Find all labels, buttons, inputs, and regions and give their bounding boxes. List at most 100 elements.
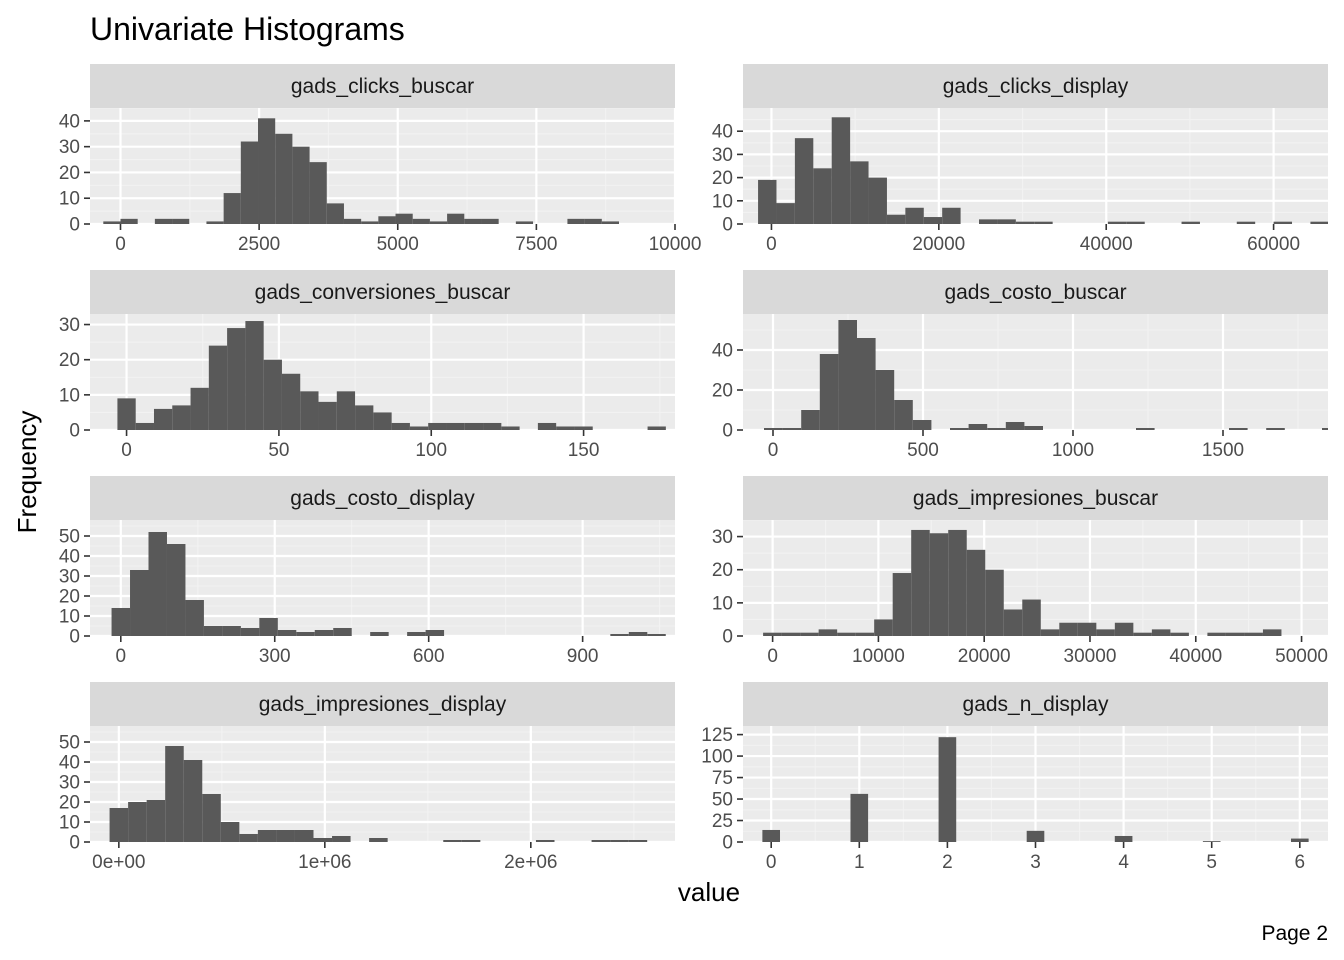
- histogram-bar: [294, 830, 314, 842]
- x-tick-label: 0: [767, 646, 778, 667]
- histogram-bar: [801, 410, 820, 430]
- histogram-bar: [240, 628, 260, 636]
- histogram-bar: [336, 391, 356, 430]
- histogram-bar: [1202, 841, 1221, 842]
- x-tick-label: 900: [567, 646, 599, 667]
- facet-strip-label: gads_impresiones_display: [259, 693, 507, 716]
- histogram-bar: [154, 218, 173, 224]
- histogram-bar: [837, 632, 856, 636]
- histogram-bar: [1005, 422, 1025, 430]
- histogram-bar: [443, 840, 462, 842]
- histogram-bar: [148, 532, 167, 636]
- panel-plot-area: [743, 314, 1328, 430]
- histogram-bar: [461, 840, 481, 842]
- histogram-bar: [610, 634, 629, 636]
- facet-strip: [743, 64, 1328, 108]
- panel-plot-area: [743, 108, 1328, 224]
- histogram-bar: [591, 840, 611, 842]
- facet-strip-label: gads_costo_buscar: [944, 281, 1126, 304]
- histogram-bar: [391, 422, 410, 430]
- y-tick-label: 20: [712, 381, 733, 402]
- histogram-bar: [1034, 221, 1053, 224]
- x-tick-label: 30000: [1064, 646, 1117, 667]
- x-tick-label: 1: [854, 852, 865, 873]
- histogram-bar: [1024, 426, 1043, 430]
- histogram-bar: [343, 218, 362, 224]
- y-tick-label: 20: [59, 587, 80, 608]
- panel-background: [90, 108, 675, 224]
- histogram-bar: [183, 760, 203, 842]
- x-tick-label: 4: [1118, 852, 1129, 873]
- facet-panel-gads-impresiones-buscar: gads_impresiones_buscar 0 10 20 30 0 10000 2000…: [712, 476, 1328, 667]
- x-tick-label: 20000: [958, 646, 1011, 667]
- y-axis-title: Frequency: [12, 411, 42, 534]
- y-tick-label: 20: [712, 560, 733, 581]
- histogram-bar: [407, 632, 426, 636]
- x-tick-label: 600: [413, 646, 445, 667]
- histogram-bar: [227, 328, 246, 430]
- panel-plot-area: [743, 726, 1328, 842]
- x-tick-label: 50000: [1275, 646, 1328, 667]
- histogram-bar: [103, 221, 121, 224]
- histogram-bar: [318, 401, 337, 430]
- histogram-bar: [1290, 838, 1309, 842]
- histogram-bar: [1126, 221, 1145, 224]
- y-tick-label: 25: [712, 811, 733, 832]
- histogram-bar: [1262, 629, 1282, 636]
- histogram-bar: [584, 218, 602, 224]
- histogram-bar: [425, 630, 445, 636]
- histogram-bar: [263, 359, 282, 430]
- y-tick-label: 30: [59, 567, 80, 588]
- facet-strip-label: gads_impresiones_buscar: [913, 487, 1158, 510]
- histogram-bar: [813, 168, 832, 224]
- histogram-bar: [912, 420, 932, 430]
- histogram-bar: [369, 838, 388, 842]
- histogram-bar: [165, 746, 184, 842]
- histogram-bar: [628, 632, 648, 636]
- panel-plot-area: [743, 520, 1328, 636]
- y-tick-label: 30: [59, 315, 80, 336]
- facet-strip-label: gads_clicks_buscar: [291, 75, 474, 98]
- histogram-bar: [172, 218, 190, 224]
- y-tick-label: 100: [701, 747, 733, 768]
- histogram-bar: [259, 618, 278, 636]
- y-tick-label: 10: [59, 385, 80, 406]
- histogram-bar: [831, 117, 851, 224]
- histogram-bar: [1026, 830, 1045, 842]
- plot-title: Univariate Histograms: [90, 11, 405, 47]
- histogram-bar: [483, 422, 502, 430]
- histogram-bar: [292, 146, 310, 224]
- histogram-bar: [1077, 622, 1097, 636]
- histogram-bar: [1003, 609, 1023, 636]
- y-tick-label: 10: [712, 593, 733, 614]
- y-tick-label: 0: [722, 833, 733, 854]
- histogram-bar: [409, 426, 429, 430]
- y-tick-label: 30: [59, 137, 80, 158]
- histogram-bar: [781, 632, 801, 636]
- y-tick-label: 0: [722, 215, 733, 236]
- histogram-bar: [850, 161, 869, 224]
- histogram-bar: [428, 422, 447, 430]
- histogram-bar: [515, 221, 534, 224]
- y-tick-label: 20: [59, 793, 80, 814]
- x-tick-label: 0: [768, 440, 779, 461]
- histogram-bar: [117, 398, 136, 430]
- x-axis-title: value: [678, 877, 740, 907]
- histogram-bar: [838, 320, 857, 430]
- histogram-bar: [412, 218, 430, 224]
- histogram-bar: [202, 794, 221, 842]
- histogram-bar: [464, 218, 482, 224]
- histogram-bar: [997, 219, 1016, 224]
- x-tick-label: 3: [1030, 852, 1041, 873]
- x-tick-label: 20000: [912, 234, 965, 255]
- y-tick-label: 0: [69, 627, 80, 648]
- histogram-bar: [481, 218, 499, 224]
- histogram-bar: [355, 405, 374, 430]
- panel-plot-area: [90, 726, 675, 842]
- histogram-bar: [1059, 622, 1078, 636]
- histogram-bar: [923, 217, 943, 224]
- histogram-bar: [857, 338, 876, 430]
- histogram-bar: [574, 426, 593, 430]
- histogram-bar: [1136, 428, 1155, 430]
